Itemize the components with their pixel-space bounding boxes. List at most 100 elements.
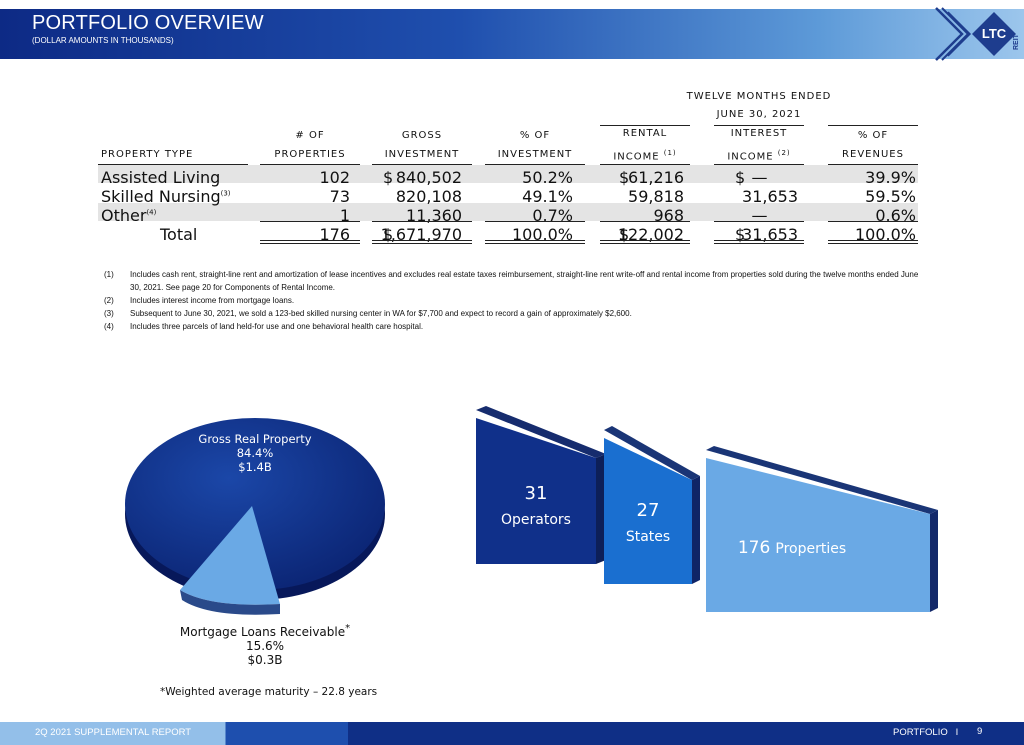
rule (714, 125, 804, 126)
double-rule (600, 240, 690, 244)
row-pct-inv: 50.2% (522, 168, 573, 187)
page-title: PORTFOLIO OVERVIEW (32, 12, 264, 34)
rule (260, 164, 360, 165)
group-header-line2: JUNE 30, 2021 (716, 109, 802, 120)
row-rental: 61,216 (628, 168, 684, 187)
col-num-properties-2: PROPERTIES (274, 149, 346, 160)
row-rental: 122,002 (617, 225, 684, 244)
row-type: Other(4) (101, 206, 157, 225)
row-gross-currency: $ (383, 225, 394, 244)
pie-label-mortgage: Mortgage Loans Receivable* 15.6% $0.3B (179, 623, 351, 667)
col-rental-1: RENTAL (622, 128, 668, 139)
row-num: 1 (339, 206, 350, 225)
operators-box (476, 418, 596, 564)
row-type: Assisted Living (101, 168, 221, 187)
properties-box (706, 458, 930, 612)
double-rule (372, 240, 472, 244)
stat-boxes (476, 406, 938, 612)
col-gross-2: INVESTMENT (384, 149, 460, 160)
row-total-label: Total (160, 225, 198, 244)
row-rental-currency: $ (619, 225, 630, 244)
row-type: Skilled Nursing(3) (101, 187, 231, 206)
row-rental: 59,818 (628, 187, 684, 206)
rule (828, 221, 918, 222)
col-rental-2: INCOME (1) (613, 149, 677, 163)
row-pct-rev: 59.5% (865, 187, 916, 206)
states-stat: 27 States (625, 500, 671, 545)
operators-stat: 31 Operators (501, 483, 571, 528)
row-shade (98, 203, 918, 221)
row-shade (98, 165, 918, 183)
footnote-item: (3) Subsequent to June 30, 2021, we sold … (104, 309, 632, 318)
page-subtitle: (DOLLAR AMOUNTS IN THOUSANDS) (32, 36, 174, 45)
row-interest-currency: $ (735, 225, 746, 244)
double-rule (485, 240, 585, 244)
rule (485, 164, 585, 165)
rule (600, 164, 690, 165)
states-box (604, 438, 692, 584)
footnote-item: (4) Includes three parcels of land held-f… (104, 322, 424, 331)
row-interest-currency: $ (735, 168, 746, 187)
rule (714, 221, 804, 222)
row-gross: 840,502 (395, 168, 462, 187)
svg-text:REIT: REIT (1013, 33, 1020, 50)
row-interest: — (751, 168, 768, 187)
rule (600, 125, 690, 126)
footnotes: (1) Includes cash rent, straight-line ren… (104, 268, 924, 333)
row-pct-rev: 0.6% (875, 206, 916, 225)
rule (485, 221, 585, 222)
pie-slice-mortgage (180, 506, 280, 605)
col-num-properties-1: # OF (295, 130, 325, 141)
rule (372, 164, 472, 165)
row-num: 176 (319, 225, 350, 244)
pie-slice-mortgage-side (180, 590, 280, 615)
maturity-footnote: *Weighted average maturity – 22.8 years (160, 686, 378, 698)
double-rule (828, 240, 918, 244)
rule (372, 221, 472, 222)
row-pct-inv: 0.7% (532, 206, 573, 225)
row-rental: 968 (653, 206, 684, 225)
row-gross-currency: $ (383, 168, 394, 187)
svg-text:LTC: LTC (982, 26, 1007, 41)
footer-section: PORTFOLIO I (893, 727, 959, 738)
rule (98, 164, 248, 165)
col-pct-inv-2: INVESTMENT (497, 149, 573, 160)
header-banner (0, 9, 1024, 59)
group-header-line1: TWELVE MONTHS ENDED (686, 91, 832, 102)
col-pct-inv-1: % OF (519, 130, 551, 141)
col-pct-rev-1: % OF (857, 130, 889, 141)
ltc-logo-icon: LTC REIT (935, 7, 1020, 61)
row-rental-currency: $ (619, 168, 630, 187)
row-pct-inv: 49.1% (522, 187, 573, 206)
rule (714, 164, 804, 165)
row-interest: 31,653 (742, 225, 798, 244)
row-gross: 1,671,970 (380, 225, 462, 244)
double-rule (260, 240, 360, 244)
rule (600, 221, 690, 222)
row-pct-inv: 100.0% (511, 225, 573, 244)
double-rule (714, 240, 804, 244)
col-interest-2: INCOME (2) (727, 149, 791, 163)
col-gross-1: GROSS (401, 130, 443, 141)
properties-stat: 176 Properties (737, 538, 847, 558)
row-num: 73 (329, 187, 350, 206)
row-pct-rev: 100.0% (854, 225, 916, 244)
row-gross: 11,360 (406, 206, 462, 225)
pie-label-gross: Gross Real Property 84.4% $1.4B (198, 432, 312, 474)
row-interest: — (751, 206, 768, 225)
row-num: 102 (319, 168, 350, 187)
rule (828, 125, 918, 126)
pie-slice-gross (125, 418, 385, 590)
rule (260, 221, 360, 222)
rule (828, 164, 918, 165)
investment-pie (125, 418, 385, 615)
footnote-item: (2) Includes interest income from mortgag… (104, 296, 295, 305)
footer-bar (0, 722, 1024, 745)
footer-report-name: 2Q 2021 SUPPLEMENTAL REPORT (35, 727, 192, 738)
col-property-type: PROPERTY TYPE (101, 149, 194, 160)
page-number: 9 (977, 726, 983, 737)
col-interest-1: INTEREST (730, 128, 788, 139)
footnote-item: (1) Includes cash rent, straight-line ren… (104, 270, 919, 292)
row-interest: 31,653 (742, 187, 798, 206)
col-pct-rev-2: REVENUES (842, 149, 904, 160)
